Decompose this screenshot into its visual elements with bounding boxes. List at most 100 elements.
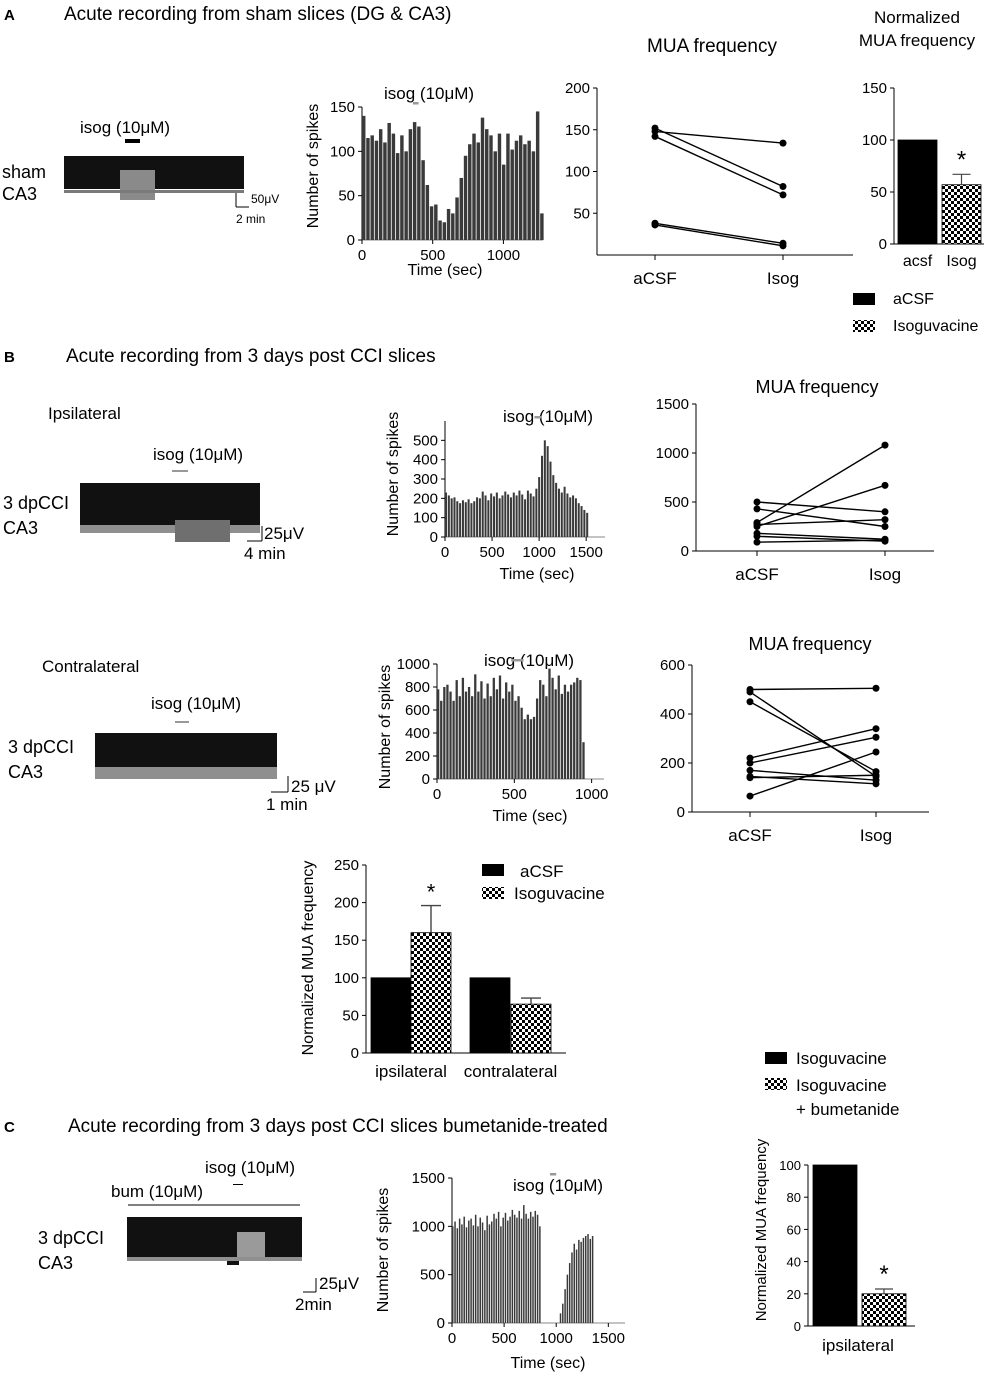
B_contra_hist-bar (557, 675, 560, 779)
B_ipsi_hist-bar (572, 495, 575, 537)
B_ipsi_hist-bar (450, 498, 453, 537)
C_hist-bar (534, 1210, 537, 1323)
panel-c-trace-label-1: 3 dpCCI (38, 1228, 104, 1248)
B_ipsi_hist-bar (541, 455, 544, 537)
panel-a-title: Acute recording from sham slices (DG & C… (64, 4, 452, 25)
C_hist-bar (481, 1222, 484, 1323)
panel-a-hist-ylabel: Number of spikes (305, 104, 322, 229)
B_ipsi_mua-ytick-label: 1500 (656, 396, 689, 413)
B_contra_hist-bar (539, 680, 542, 779)
B_contra_mua-series-line (749, 728, 877, 759)
C_hist-ytick-label: 0 (437, 1315, 445, 1332)
C_hist-ytick-label: 1500 (412, 1170, 445, 1187)
C_hist-bar (532, 1216, 534, 1323)
C_norm-ytick-label: 100 (779, 1158, 801, 1173)
A_mua-point (651, 127, 659, 135)
C_hist-bar (474, 1214, 477, 1323)
panel-c-hist-annotation: isog (10μM) (513, 1176, 603, 1195)
C_hist-bar (566, 1274, 569, 1323)
panel-b-contra-hist-xlabel: Time (sec) (493, 808, 568, 825)
C_hist-bar (507, 1220, 509, 1323)
C_norm-significance: * (879, 1261, 888, 1288)
A_hist-bar (438, 220, 442, 240)
C_hist-bar (495, 1218, 498, 1323)
B_contra_hist-bar (477, 691, 480, 779)
panel-b-ipsi-drug-bar (172, 470, 188, 472)
A_hist-xtick-label: 500 (420, 247, 445, 264)
panel-a-trace-label-1: sham (2, 162, 46, 182)
B_ipsi_hist-xtick-label: 500 (480, 544, 505, 561)
B_ipsi_mua-point (881, 481, 889, 489)
B_ipsi_mua-series-line (756, 508, 886, 528)
B_contra_mua-point (872, 684, 880, 692)
A_hist-drug-window (412, 102, 419, 105)
panel-c-letter: C (4, 1119, 15, 1136)
B_contra_hist-bar (492, 677, 495, 779)
B_contra_hist-bar (461, 677, 465, 779)
B_contra_hist-bar (480, 681, 483, 779)
panel-a-trace-label-2: CA3 (2, 184, 37, 204)
panel-b-norm-ylabel: Normalized MUA frequency (300, 861, 317, 1056)
B_ipsi_mua-ytick-label: 0 (681, 543, 689, 560)
A_hist-bar (400, 135, 404, 240)
B_ipsi_hist-bar (509, 497, 512, 537)
B_ipsi_hist-xtick-label: 1000 (522, 544, 555, 561)
C_hist-bar (461, 1224, 463, 1323)
A_hist-bar (434, 204, 438, 240)
B_ipsi_hist-bar (524, 499, 527, 537)
legend-label-c-bumetanide-2: + bumetanide (796, 1100, 900, 1119)
B_contra_hist-bar (532, 716, 536, 779)
B_contra_mua-category-label: Isog (860, 826, 892, 845)
A_hist-bar (489, 135, 493, 240)
A_hist-bar (485, 129, 489, 240)
A_norm-significance: * (957, 146, 966, 173)
B_ipsi_hist-bar (501, 495, 504, 537)
A_hist-bar (527, 140, 531, 240)
B_contra_hist-bar (440, 700, 443, 779)
A_hist-bar (501, 164, 506, 240)
B_ipsi_hist-xtick-label: 1500 (569, 544, 602, 561)
B_ipsi_hist-bar (574, 498, 577, 537)
B_contra_hist-bar (520, 707, 523, 779)
C_hist-xtick-label: 500 (492, 1330, 517, 1347)
legend-swatch-b-isoguvacine (482, 887, 504, 899)
C_norm-bar (812, 1164, 858, 1327)
B_ipsi_hist-ytick-label: 0 (430, 529, 438, 546)
panel-c-drug-label: isog (10μM) (205, 1158, 295, 1177)
B_contra_hist-bar (511, 684, 514, 779)
B_contra_hist-bar (548, 668, 551, 779)
B_contra_hist-bar (495, 689, 499, 779)
A_hist-bar (383, 142, 387, 240)
C_hist-bar (559, 1313, 562, 1323)
B_contra_hist-drug-window (511, 659, 524, 662)
panel-b-contra-scale-bar (271, 776, 289, 793)
C_norm-category-label: ipsilateral (822, 1336, 894, 1355)
panel-c-trace-signal (127, 1217, 302, 1257)
C_hist-bar (564, 1289, 566, 1323)
B_ipsi_hist-bar (560, 492, 563, 537)
B_norm-bar (370, 977, 412, 1054)
B_contra_hist-bar (554, 689, 557, 779)
C_hist-bar (539, 1226, 541, 1323)
B_contra_hist-ytick-label: 600 (405, 702, 430, 719)
A_mua-series-line (654, 127, 784, 188)
A_norm-ytick-label: 50 (870, 184, 887, 201)
A_hist-bar (446, 208, 451, 240)
B_contra_mua-series-line (749, 701, 877, 773)
A_mua-point (779, 139, 787, 147)
B_contra_mua-point (746, 754, 754, 762)
B_contra_hist-bar (517, 696, 520, 779)
B_contra_mua-point (872, 733, 880, 741)
B_contra_mua-point (746, 698, 754, 706)
C_norm-ytick-label: 60 (787, 1222, 801, 1237)
B_ipsi_hist-bar (515, 495, 518, 537)
B_norm-ytick-label: 50 (342, 1007, 359, 1024)
B_norm-bar (510, 1003, 552, 1054)
A_hist-bar (370, 135, 374, 240)
B_contra_hist-bar (566, 691, 570, 779)
B_ipsi_hist-ytick-label: 100 (413, 510, 438, 527)
C_hist-bar (527, 1218, 530, 1323)
B_contra_mua-point (746, 766, 754, 774)
A_hist-bar (455, 197, 459, 240)
